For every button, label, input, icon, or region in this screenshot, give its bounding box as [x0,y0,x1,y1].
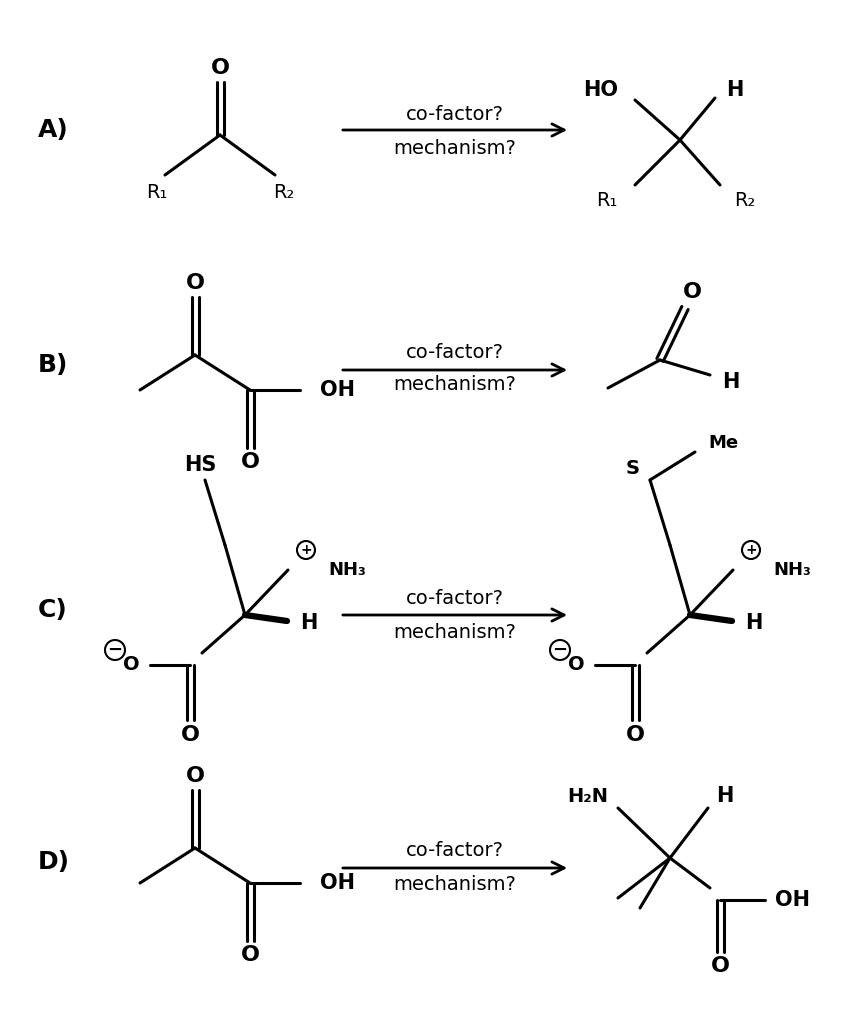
Text: R₁: R₁ [146,183,168,202]
Text: +: + [300,544,312,557]
Text: S: S [626,458,640,478]
Text: H₂N: H₂N [567,787,608,805]
Text: O: O [625,725,644,745]
Text: OH: OH [320,873,355,893]
Text: H: H [722,372,740,392]
Text: mechanism?: mechanism? [394,874,517,893]
Text: O: O [186,766,205,786]
Text: O: O [186,273,205,293]
Text: −: − [552,641,568,659]
Text: O: O [181,725,200,745]
Text: mechanism?: mechanism? [394,139,517,157]
Text: −: − [108,641,123,659]
Text: R₂: R₂ [273,183,295,202]
Text: R₂: R₂ [734,191,755,210]
Text: A): A) [38,118,69,142]
Text: O: O [211,58,230,78]
Text: H: H [745,613,762,633]
Text: H: H [726,80,743,100]
Text: H: H [300,613,317,633]
Text: NH₃: NH₃ [328,561,366,579]
Text: O: O [241,452,260,472]
Text: OH: OH [320,380,355,400]
Text: R₁: R₁ [597,191,618,210]
Text: O: O [241,945,260,965]
Text: O: O [710,956,729,976]
Text: NH₃: NH₃ [773,561,811,579]
Text: O: O [683,282,702,302]
Text: mechanism?: mechanism? [394,623,517,642]
Text: B): B) [38,353,69,377]
Text: H: H [716,786,734,806]
Text: co-factor?: co-factor? [406,841,504,860]
Text: O: O [568,655,585,674]
Text: +: + [745,544,757,557]
Text: O: O [123,655,140,674]
Text: D): D) [38,850,70,874]
Text: co-factor?: co-factor? [406,588,504,607]
Text: C): C) [38,598,68,622]
Text: Me: Me [708,434,738,452]
Text: co-factor?: co-factor? [406,105,504,125]
Text: HO: HO [583,80,618,100]
Text: mechanism?: mechanism? [394,375,517,394]
Text: co-factor?: co-factor? [406,343,504,362]
Text: OH: OH [775,890,810,910]
Text: HS: HS [184,455,216,475]
